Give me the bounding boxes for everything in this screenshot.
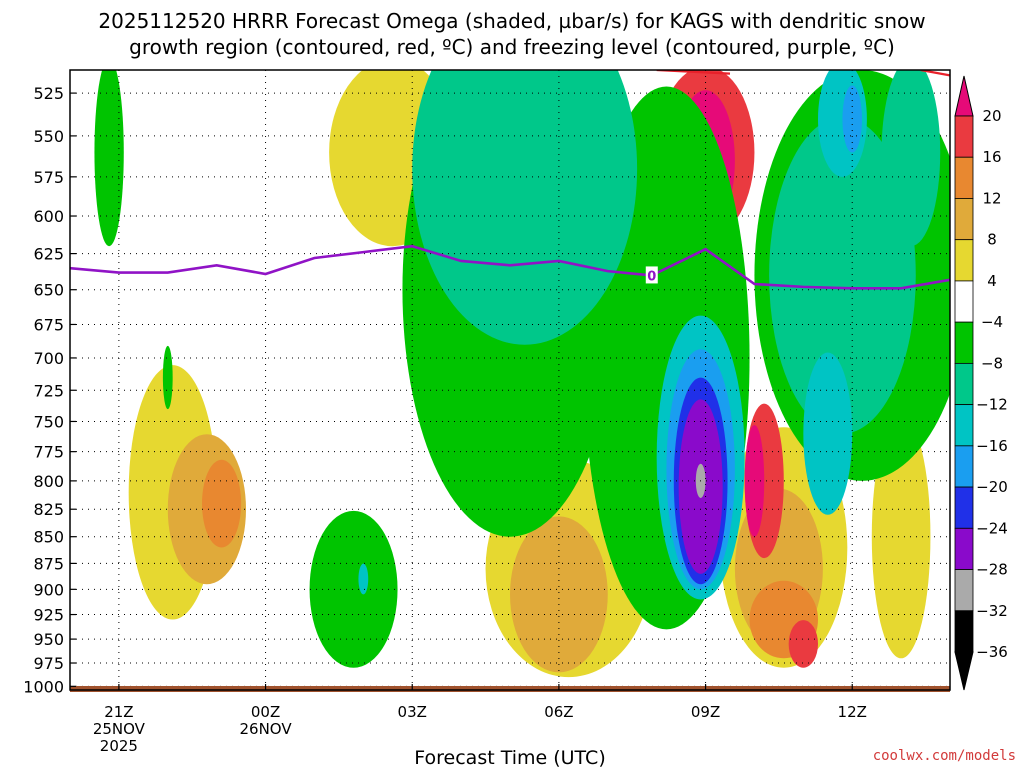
x-tick-label-1-1: 26NOV: [239, 720, 292, 738]
y-tick-label-525: 525: [33, 84, 64, 103]
y-tick-label-900: 900: [33, 580, 64, 599]
omega-region-5-1: [162, 345, 173, 410]
grid-lines: [70, 70, 950, 690]
colorbar-label-9: −20: [976, 478, 1008, 496]
colorbar-segment-8: [954, 445, 974, 488]
y-tick-label-725: 725: [33, 381, 64, 400]
y-tick-label-875: 875: [33, 554, 64, 573]
colorbar-segment-3: [954, 239, 974, 282]
colorbar-bottom-arrow: [954, 651, 974, 691]
omega-region-5-0: [94, 70, 124, 247]
colorbar-segment-0: [954, 115, 974, 158]
credit-text: coolwx.com/models: [873, 748, 1016, 764]
y-tick-label-600: 600: [33, 207, 64, 226]
colorbar-label-13: −36: [976, 643, 1008, 661]
y-tick-label-675: 675: [33, 315, 64, 334]
freezing-level-label-bg: [645, 266, 658, 284]
colorbar-top-arrow: [954, 75, 974, 117]
colorbar-label-6: −8: [981, 354, 1003, 372]
colorbar-label-4: 4: [987, 272, 997, 290]
x-tick-label-0-0: 21Z: [104, 703, 133, 721]
omega-region-8-1: [842, 85, 862, 153]
omega-region-6-0: [412, 70, 638, 345]
y-tick-label-625: 625: [33, 245, 64, 264]
x-tick-label-0-1: 25NOV: [93, 720, 146, 738]
colorbar-segment-11: [954, 569, 974, 612]
colorbar-segment-12: [954, 610, 974, 653]
omega-region-6-1: [769, 117, 916, 434]
plot-frame: [69, 69, 951, 691]
colorbar-label-11: −28: [976, 561, 1008, 579]
x-tick-label-1-0: 00Z: [251, 703, 280, 721]
colorbar-segment-4: [954, 280, 974, 323]
colorbar-label-10: −24: [976, 519, 1008, 537]
omega-region-3-2: [788, 620, 818, 668]
colorbar-label-12: −32: [976, 602, 1008, 620]
chart-title-line-2: growth region (contoured, red, ºC) and f…: [129, 35, 895, 59]
colorbar-segment-5: [954, 321, 974, 364]
colorbar-label-8: −16: [976, 437, 1008, 455]
y-tick-label-975: 975: [33, 654, 64, 673]
freezing-level-layer: 0: [70, 244, 950, 290]
chart-title-line-1: 2025112520 HRRR Forecast Omega (shaded, …: [98, 9, 925, 33]
colorbar-label-7: −12: [976, 396, 1008, 414]
colorbar-segment-6: [954, 362, 974, 406]
freezing-level-label: 0: [647, 269, 656, 284]
omega-region-1-1: [510, 516, 608, 673]
y-tick-label-1000: 1000: [23, 677, 64, 696]
y-tick-label-800: 800: [33, 472, 64, 491]
x-tick-label-2-0: 03Z: [398, 703, 427, 721]
y-tick-label-825: 825: [33, 500, 64, 519]
terrain-bar: [70, 686, 950, 692]
y-tick-label-775: 775: [33, 443, 64, 462]
x-tick-label-0-2: 2025: [100, 737, 138, 755]
x-tick-label-3-0: 06Z: [544, 703, 573, 721]
colorbar-label-1: 16: [982, 148, 1001, 166]
colorbar-segment-9: [954, 486, 974, 529]
omega-shading: [94, 70, 950, 678]
omega-region-6-2: [881, 70, 941, 247]
y-tick-label-650: 650: [33, 281, 64, 300]
y-tick-label-950: 950: [33, 630, 64, 649]
y-tick-label-575: 575: [33, 168, 64, 187]
omega-region-0-4: [871, 415, 931, 659]
x-axis-title: Forecast Time (UTC): [414, 747, 605, 768]
colorbar-segment-1: [954, 156, 974, 199]
x-tick-label-4-0: 09Z: [691, 703, 720, 721]
dgz-contour-1: [920, 70, 950, 77]
colorbar-label-0: 20: [982, 107, 1001, 125]
omega-region-7-0: [358, 563, 369, 595]
y-tick-label-700: 700: [33, 349, 64, 368]
colorbar-segment-7: [954, 404, 974, 447]
colorbar: 20 16 12 8 4 −4 −8 −12 −16 −20 −24 −28 −32 −36: [954, 75, 1008, 691]
omega-region-2-0: [202, 459, 242, 548]
y-axis: 525 550 575 600 625 650 675 700 725 750 775 800 825 8…: [23, 84, 76, 696]
y-tick-label-925: 925: [33, 606, 64, 625]
omega-region-5-2: [309, 510, 398, 668]
colorbar-label-2: 12: [982, 189, 1001, 207]
y-tick-label-750: 750: [33, 412, 64, 431]
colorbar-segment-2: [954, 198, 974, 241]
y-tick-label-850: 850: [33, 528, 64, 547]
colorbar-label-3: 8: [987, 231, 997, 249]
colorbar-segment-10: [954, 527, 974, 570]
omega-region-7-3: [803, 352, 853, 515]
x-tick-label-5-0: 12Z: [838, 703, 867, 721]
freezing-level-line: [70, 244, 950, 290]
colorbar-label-5: −4: [981, 313, 1003, 331]
y-tick-label-550: 550: [33, 127, 64, 146]
